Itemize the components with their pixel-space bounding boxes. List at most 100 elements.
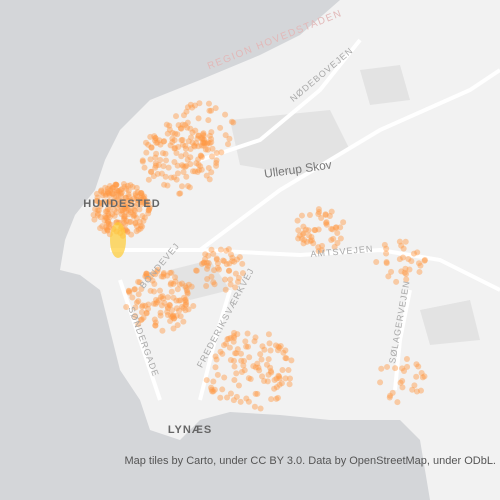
dot <box>239 270 246 277</box>
dot <box>326 212 333 219</box>
dot <box>184 183 191 190</box>
dot <box>196 100 203 107</box>
dot <box>272 342 279 349</box>
dot <box>198 134 205 141</box>
dot <box>205 117 212 124</box>
dot <box>170 313 177 320</box>
dot <box>141 164 148 171</box>
dot <box>202 251 209 258</box>
dot <box>113 209 120 216</box>
dot <box>117 190 124 197</box>
dot <box>268 396 275 403</box>
dot <box>168 174 175 181</box>
dot <box>209 388 216 395</box>
dot <box>337 235 344 242</box>
dot <box>187 146 194 153</box>
dot <box>421 257 428 264</box>
dot <box>261 346 268 353</box>
dot <box>120 216 127 223</box>
dot <box>109 184 116 191</box>
dot <box>187 161 194 168</box>
dot <box>154 170 161 177</box>
dot <box>278 380 285 387</box>
dot <box>154 266 161 273</box>
dot <box>152 322 159 329</box>
dot <box>386 394 393 401</box>
dot <box>114 204 121 211</box>
dot <box>187 125 194 132</box>
dot <box>145 301 152 308</box>
dot <box>381 241 388 248</box>
dot <box>125 191 132 198</box>
dot <box>186 184 193 191</box>
dot <box>212 364 219 371</box>
dot <box>117 202 124 209</box>
dot <box>143 310 150 317</box>
dot <box>238 368 245 375</box>
dot <box>383 259 390 266</box>
dot <box>192 267 199 274</box>
dot <box>210 378 217 385</box>
dot <box>176 281 183 288</box>
dot <box>134 189 141 196</box>
dot <box>170 280 177 287</box>
hotspot <box>110 222 126 258</box>
dot <box>200 259 207 266</box>
dot <box>118 186 125 193</box>
dot <box>417 387 424 394</box>
dot <box>104 227 111 234</box>
dot <box>225 246 232 253</box>
dot <box>137 316 144 323</box>
dot <box>273 395 280 402</box>
dot <box>183 173 190 180</box>
dot <box>268 369 275 376</box>
dot <box>177 297 184 304</box>
dot <box>168 312 175 319</box>
dot <box>181 294 188 301</box>
dot <box>411 382 418 389</box>
dot <box>337 224 344 231</box>
dot <box>315 248 322 255</box>
dot <box>226 135 233 142</box>
dot <box>333 224 340 231</box>
dot <box>109 199 116 206</box>
dot <box>178 137 185 144</box>
dot <box>246 354 253 361</box>
dot <box>396 256 403 263</box>
dot <box>113 193 120 200</box>
dot <box>392 365 399 372</box>
dot <box>145 141 152 148</box>
dot <box>315 244 322 251</box>
dot <box>145 210 152 217</box>
dot <box>170 315 177 322</box>
dot <box>168 288 175 295</box>
dot <box>157 157 164 164</box>
dot <box>147 273 154 280</box>
dot <box>252 390 259 397</box>
dot <box>399 365 406 372</box>
dot <box>147 133 154 140</box>
dot <box>185 306 192 313</box>
dot <box>219 386 226 393</box>
dot <box>160 273 167 280</box>
dot <box>123 304 130 311</box>
dot <box>179 280 186 287</box>
dot <box>123 218 130 225</box>
dot <box>101 217 108 224</box>
dot <box>164 272 171 279</box>
dot <box>294 217 301 224</box>
dot <box>123 194 130 201</box>
dot <box>220 257 227 264</box>
dot <box>141 193 148 200</box>
dot <box>119 207 126 214</box>
dot <box>397 379 404 386</box>
dot <box>263 361 270 368</box>
dot <box>97 200 104 207</box>
dot <box>155 297 162 304</box>
dot <box>167 280 174 287</box>
dot <box>139 158 146 165</box>
dot <box>188 134 195 141</box>
dot <box>173 305 180 312</box>
dot <box>184 104 191 111</box>
dot <box>231 329 238 336</box>
